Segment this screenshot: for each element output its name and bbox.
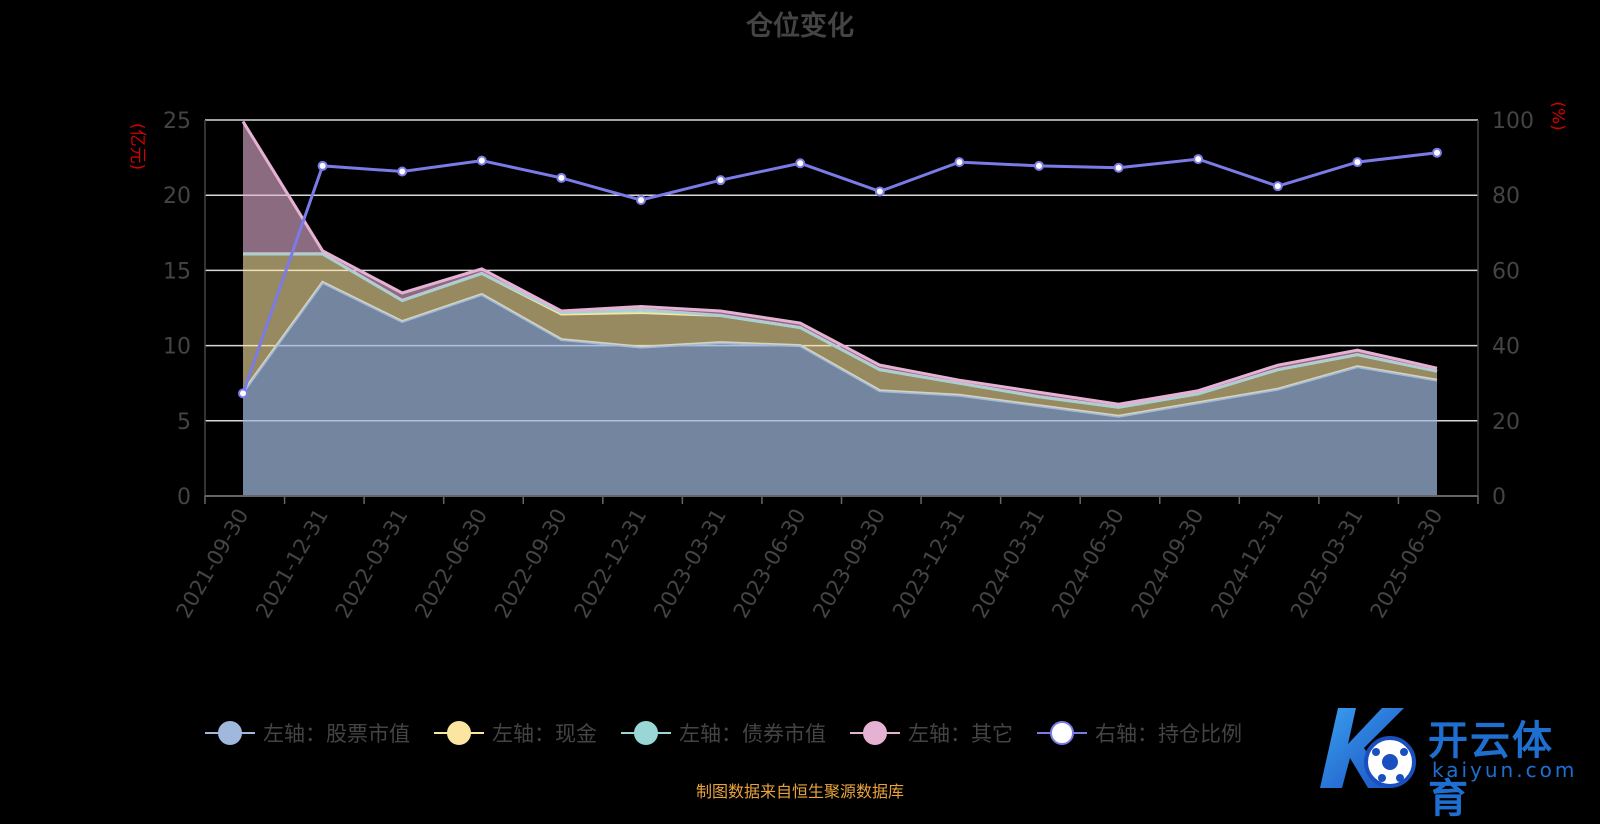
x-tick-label: 2022-12-31: [570, 505, 652, 623]
legend-label-other: 左轴：其它: [908, 722, 1013, 746]
ratio-point: [1034, 160, 1044, 171]
legend-item-bond[interactable]: 左轴：债券市值: [621, 718, 826, 748]
left-tick-label: 15: [163, 259, 191, 284]
left-tick-label: 10: [163, 335, 191, 360]
chart-title: 仓位变化: [746, 11, 854, 42]
legend-item-stock[interactable]: 左轴：股票市值: [205, 718, 410, 748]
x-tick-label: 2022-09-30: [490, 505, 572, 623]
left-tick-label: 25: [163, 109, 191, 134]
legend: 左轴：股票市值 左轴：现金 左轴：债券市值 左轴：其它 右轴：持仓比例: [205, 718, 1266, 748]
right-tick-label: 0: [1492, 485, 1506, 510]
watermark-domain: kaiyun.com: [1432, 758, 1578, 782]
ratio-point: [1113, 162, 1124, 173]
ratio-point: [1272, 181, 1283, 192]
ratio-point: [795, 158, 806, 169]
ratio-point: [556, 172, 567, 183]
legend-label-stock: 左轴：股票市值: [263, 722, 410, 746]
right-axis-unit: (%): [1547, 101, 1568, 131]
legend-label-ratio: 右轴：持仓比例: [1095, 722, 1242, 746]
x-tick-label: 2024-09-30: [1127, 505, 1209, 623]
ratio-line-path: [241, 151, 1438, 394]
legend-symbol-cash: [434, 719, 484, 747]
x-tick-label: 2021-12-31: [251, 505, 333, 623]
x-tick-label: 2023-09-30: [808, 505, 890, 623]
legend-label-bond: 左轴：债券市值: [679, 722, 826, 746]
data-source-note: 制图数据来自恒生聚源数据库: [695, 782, 904, 801]
x-tick-label: 2023-06-30: [729, 505, 811, 623]
x-tick-label: 2022-03-31: [331, 505, 413, 623]
ratio-point: [238, 388, 248, 399]
ratio-point: [954, 157, 965, 168]
ratio-point: [1352, 157, 1363, 168]
area-edge-3: [241, 120, 1438, 406]
x-tick-label: 2021-09-30: [172, 505, 254, 623]
legend-symbol-other: [850, 719, 900, 747]
area-0: [243, 282, 1437, 496]
kaiyun-watermark: 开云体育 kaiyun.com: [1312, 700, 1592, 822]
x-tick-label: 2024-03-31: [968, 505, 1050, 623]
kaiyun-logo-icon: [1320, 708, 1416, 788]
position-ratio-line: [238, 147, 1442, 399]
x-tick-label: 2025-03-31: [1286, 505, 1368, 623]
chart-canvas: 0 5 10 15 20 25 0 20 40 60 80 100 2021-09-302021-12-…: [163, 109, 1534, 623]
right-tick-label: 100: [1492, 109, 1534, 134]
legend-symbol-stock: [205, 719, 255, 747]
left-axis-unit: (亿元): [127, 122, 148, 171]
ratio-point: [874, 186, 885, 197]
ratio-point: [1193, 154, 1204, 165]
x-tick-label: 2024-06-30: [1047, 505, 1129, 623]
right-tick-label: 40: [1492, 335, 1520, 360]
left-tick-label: 20: [163, 184, 191, 209]
legend-item-cash[interactable]: 左轴：现金: [434, 718, 597, 748]
left-tick-label: 5: [177, 410, 191, 435]
ratio-point: [636, 195, 646, 206]
right-tick-label: 20: [1492, 410, 1520, 435]
legend-item-ratio[interactable]: 右轴：持仓比例: [1037, 718, 1242, 748]
x-tick-label: 2024-12-31: [1206, 505, 1288, 623]
x-tick-label: 2023-03-31: [649, 505, 731, 623]
stacked-areas: [241, 120, 1438, 496]
x-tick-label: 2022-06-30: [410, 505, 492, 623]
left-tick-label: 0: [177, 485, 191, 510]
right-tick-label: 80: [1492, 184, 1520, 209]
ratio-point: [317, 160, 328, 171]
legend-item-other[interactable]: 左轴：其它: [850, 718, 1013, 748]
legend-symbol-ratio: [1037, 719, 1087, 747]
right-tick-label: 60: [1492, 259, 1520, 284]
watermark-brand: 开云体育: [1428, 718, 1554, 822]
ratio-point: [476, 155, 487, 166]
ratio-point: [1432, 147, 1442, 158]
ratio-point: [715, 175, 726, 186]
legend-label-cash: 左轴：现金: [492, 722, 597, 746]
legend-symbol-bond: [621, 719, 671, 747]
x-tick-label: 2023-12-31: [888, 505, 970, 623]
ratio-point: [397, 166, 408, 177]
x-tick-label: 2025-06-30: [1366, 505, 1448, 623]
